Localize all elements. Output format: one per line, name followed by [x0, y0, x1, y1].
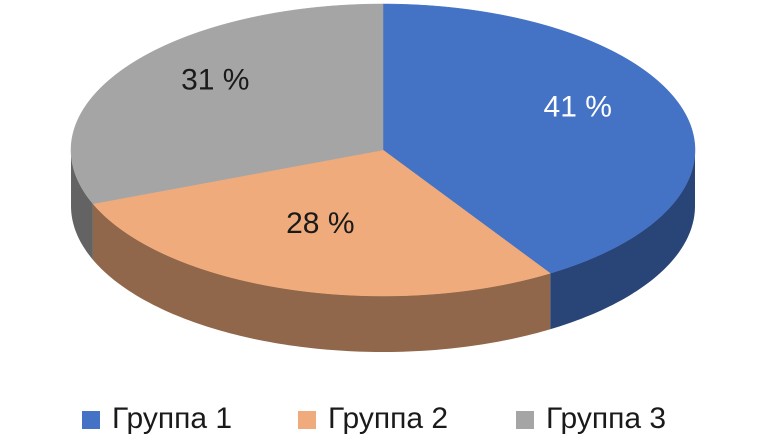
data-label: 41 % — [544, 90, 612, 123]
legend-label: Группа 1 — [112, 402, 232, 435]
slice-side — [550, 150, 695, 330]
slice — [382, 3, 696, 274]
legend-swatch — [516, 411, 534, 429]
legend-label: Группа 3 — [546, 402, 666, 435]
legend-swatch — [298, 411, 316, 429]
legend-swatch — [82, 411, 100, 429]
slice — [70, 3, 384, 205]
data-label: 31 % — [181, 64, 249, 97]
slice — [92, 149, 551, 297]
slice-side — [92, 203, 551, 352]
legend-label: Группа 2 — [328, 402, 448, 435]
data-label: 28 % — [286, 207, 354, 240]
